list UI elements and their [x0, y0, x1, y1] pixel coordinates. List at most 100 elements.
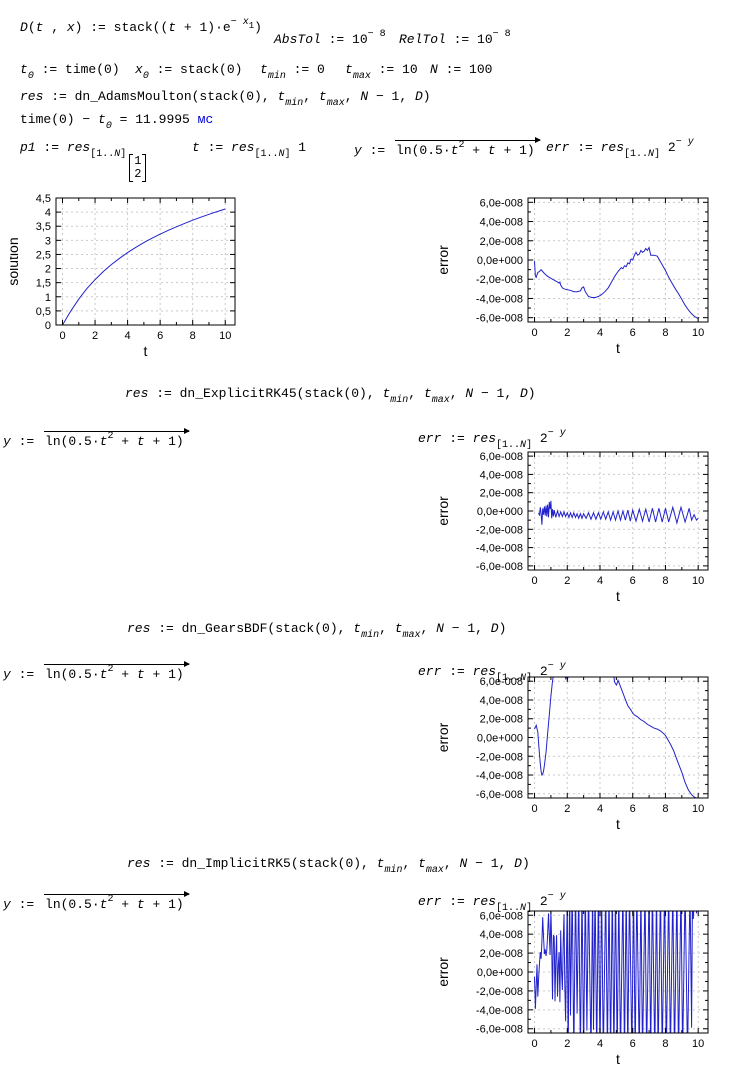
svg-text:6,0e-008: 6,0e-008: [480, 197, 523, 209]
math-text: N: [465, 386, 474, 401]
math-text: t: [450, 143, 459, 158]
math-text: N: [648, 149, 655, 160]
sub: max: [353, 71, 371, 82]
formula-reltol[interactable]: RelTol := 10− 8: [399, 29, 511, 50]
formula-tmax[interactable]: tmax := 10: [345, 62, 418, 82]
math-text: t: [35, 20, 44, 35]
math-text: t: [382, 386, 391, 401]
sub: min: [390, 395, 408, 406]
math-text: res: [125, 386, 149, 401]
svg-text:4,0e-008: 4,0e-008: [480, 217, 523, 229]
svg-text:2: 2: [564, 803, 570, 815]
formula-n[interactable]: N := 100: [430, 62, 492, 78]
svg-text:10: 10: [692, 327, 704, 339]
math-text: 2: [458, 140, 465, 151]
math-text: − 8: [492, 29, 511, 40]
formula-res-gearsbdf[interactable]: res := dn_GearsBDF(stack(0), tmin, tmax,…: [127, 621, 506, 641]
svg-text:4: 4: [597, 575, 603, 587]
math-text: err: [418, 431, 442, 446]
formula-y-exact-3[interactable]: y := ln(0.5·t2 + t + 1): [3, 661, 190, 685]
formula-y-exact[interactable]: y := ln(0.5·t2 + t + 1): [354, 137, 541, 161]
svg-text:-6,0e-008: -6,0e-008: [476, 1024, 523, 1036]
formula-err-4[interactable]: err := res[1..N] 2− y: [418, 891, 566, 914]
formula-err-2[interactable]: err := res[1..N] 2− y: [418, 428, 566, 451]
sup: 2: [107, 894, 113, 905]
formula-t0[interactable]: t0 := time(0): [20, 62, 120, 82]
math-text: 2: [532, 664, 548, 679]
y-axis-label: error: [435, 722, 451, 752]
svg-text:8: 8: [190, 330, 196, 342]
svg-text:10: 10: [692, 1038, 704, 1050]
math-text: err: [418, 894, 442, 909]
formula-y-exact-2[interactable]: y := ln(0.5·t2 + t + 1): [3, 428, 190, 452]
formula-abstol[interactable]: AbsTol := 10− 8: [274, 29, 386, 50]
svg-text:-4,0e-008: -4,0e-008: [476, 543, 523, 555]
math-text: :=: [569, 140, 601, 155]
formula-p1[interactable]: p1 := res[1..N] 1 2: [20, 140, 149, 182]
axis-ticks: [56, 197, 235, 326]
svg-text:4,0e-008: 4,0e-008: [480, 695, 523, 707]
math-text: := dn_ImplicitRK5(stack(0),: [150, 856, 377, 871]
formula-err-3[interactable]: err := res[1..N] 2− y: [418, 661, 566, 684]
sup: − x1: [231, 17, 254, 31]
formula-err[interactable]: err := res[1..N] 2− y: [546, 137, 694, 160]
svg-text:6: 6: [630, 803, 636, 815]
svg-text:-6,0e-008: -6,0e-008: [476, 313, 523, 325]
vec: ln(0.5·t2 + t + 1): [395, 137, 541, 161]
math-text: ln(0.5·: [45, 897, 100, 912]
solution-chart[interactable]: 0 2 4 6 8 10 0 0,5 1 1,5 2 2,5 3 3,5 4 4,5 t solution: [10, 190, 246, 362]
math-text: мс: [197, 112, 214, 127]
math-text: N: [520, 903, 527, 914]
math-text: [1..: [496, 673, 521, 684]
math-text: t: [376, 856, 385, 871]
grid: [528, 198, 708, 322]
svg-text:0: 0: [531, 327, 537, 339]
explicitrk45-error-chart[interactable]: 0 2 4 6 8 10 -6,0e-008 -4,0e-008 -2,0e-008 0,0e+0…: [432, 444, 729, 612]
svg-text:-2,0e-008: -2,0e-008: [476, 274, 523, 286]
sub: min: [285, 98, 303, 109]
formula-res-implicitrk5[interactable]: res := dn_ImplicitRK5(stack(0), tmin, tm…: [127, 856, 530, 876]
formula-d-definition[interactable]: D(t , x) := stack((t + 1)·e− x1): [20, 17, 262, 38]
adamsmoulton-error-chart[interactable]: 0 2 4 6 8 10 -6,0e-008 -4,0e-008 -2,0e-008 0,0e+0…: [432, 190, 729, 362]
x-axis-label: t: [616, 340, 620, 356]
svg-text:2,5: 2,5: [36, 249, 51, 261]
sub: max: [426, 865, 444, 876]
formula-x0[interactable]: x0 := stack(0): [135, 62, 242, 82]
math-text: +: [113, 897, 137, 912]
math-text: +: [113, 434, 137, 449]
math-text: ,: [443, 856, 460, 871]
math-text: − 1,: [368, 89, 415, 104]
math-text: + 1): [144, 897, 184, 912]
formula-t-extract[interactable]: t := res[1..N] 1: [192, 140, 306, 160]
sub: max: [327, 98, 345, 109]
math-text: − 1,: [467, 856, 515, 871]
gearsbdf-error-chart[interactable]: 0 2 4 6 8 10 -6,0e-008 -4,0e-008 -2,0e-008 0,0e+0…: [432, 669, 729, 841]
svg-text:4: 4: [597, 327, 603, 339]
math-text: t: [136, 897, 145, 912]
svg-text:8: 8: [662, 575, 668, 587]
sub: min: [384, 865, 402, 876]
math-text: 0: [27, 71, 34, 82]
svg-text:2,0e-008: 2,0e-008: [480, 948, 523, 960]
math-text: := dn_AdamsMoulton(stack(0),: [43, 89, 278, 104]
svg-text:6,0e-008: 6,0e-008: [480, 676, 523, 688]
formula-y-exact-4[interactable]: y := ln(0.5·t2 + t + 1): [3, 891, 190, 915]
svg-text:6: 6: [630, 1038, 636, 1050]
math-text: ,: [420, 621, 437, 636]
formula-res-explicitrk45[interactable]: res := dn_ExplicitRK45(stack(0), tmin, t…: [125, 386, 536, 406]
math-text: res: [231, 140, 255, 155]
formula-tmin[interactable]: tmin := 0: [260, 62, 325, 82]
math-text: :=: [10, 667, 43, 682]
sub: [1..N]: [496, 673, 532, 684]
sub: [1..N]: [90, 149, 126, 160]
math-text: D: [519, 386, 528, 401]
math-text: ): [521, 856, 530, 871]
vec: ln(0.5·t2 + t + 1): [44, 428, 190, 452]
svg-text:2: 2: [92, 330, 98, 342]
implicitrk5-error-chart[interactable]: 0 2 4 6 8 10 -6,0e-008 -4,0e-008 -2,0e-008 0,0e+0…: [432, 903, 729, 1075]
formula-res-adamsmoulton[interactable]: res := dn_AdamsMoulton(stack(0), tmin, t…: [20, 89, 431, 109]
formula-timing-result[interactable]: time(0) − t0 = 11.9995 мс: [20, 112, 214, 132]
math-text: p1: [20, 140, 36, 155]
